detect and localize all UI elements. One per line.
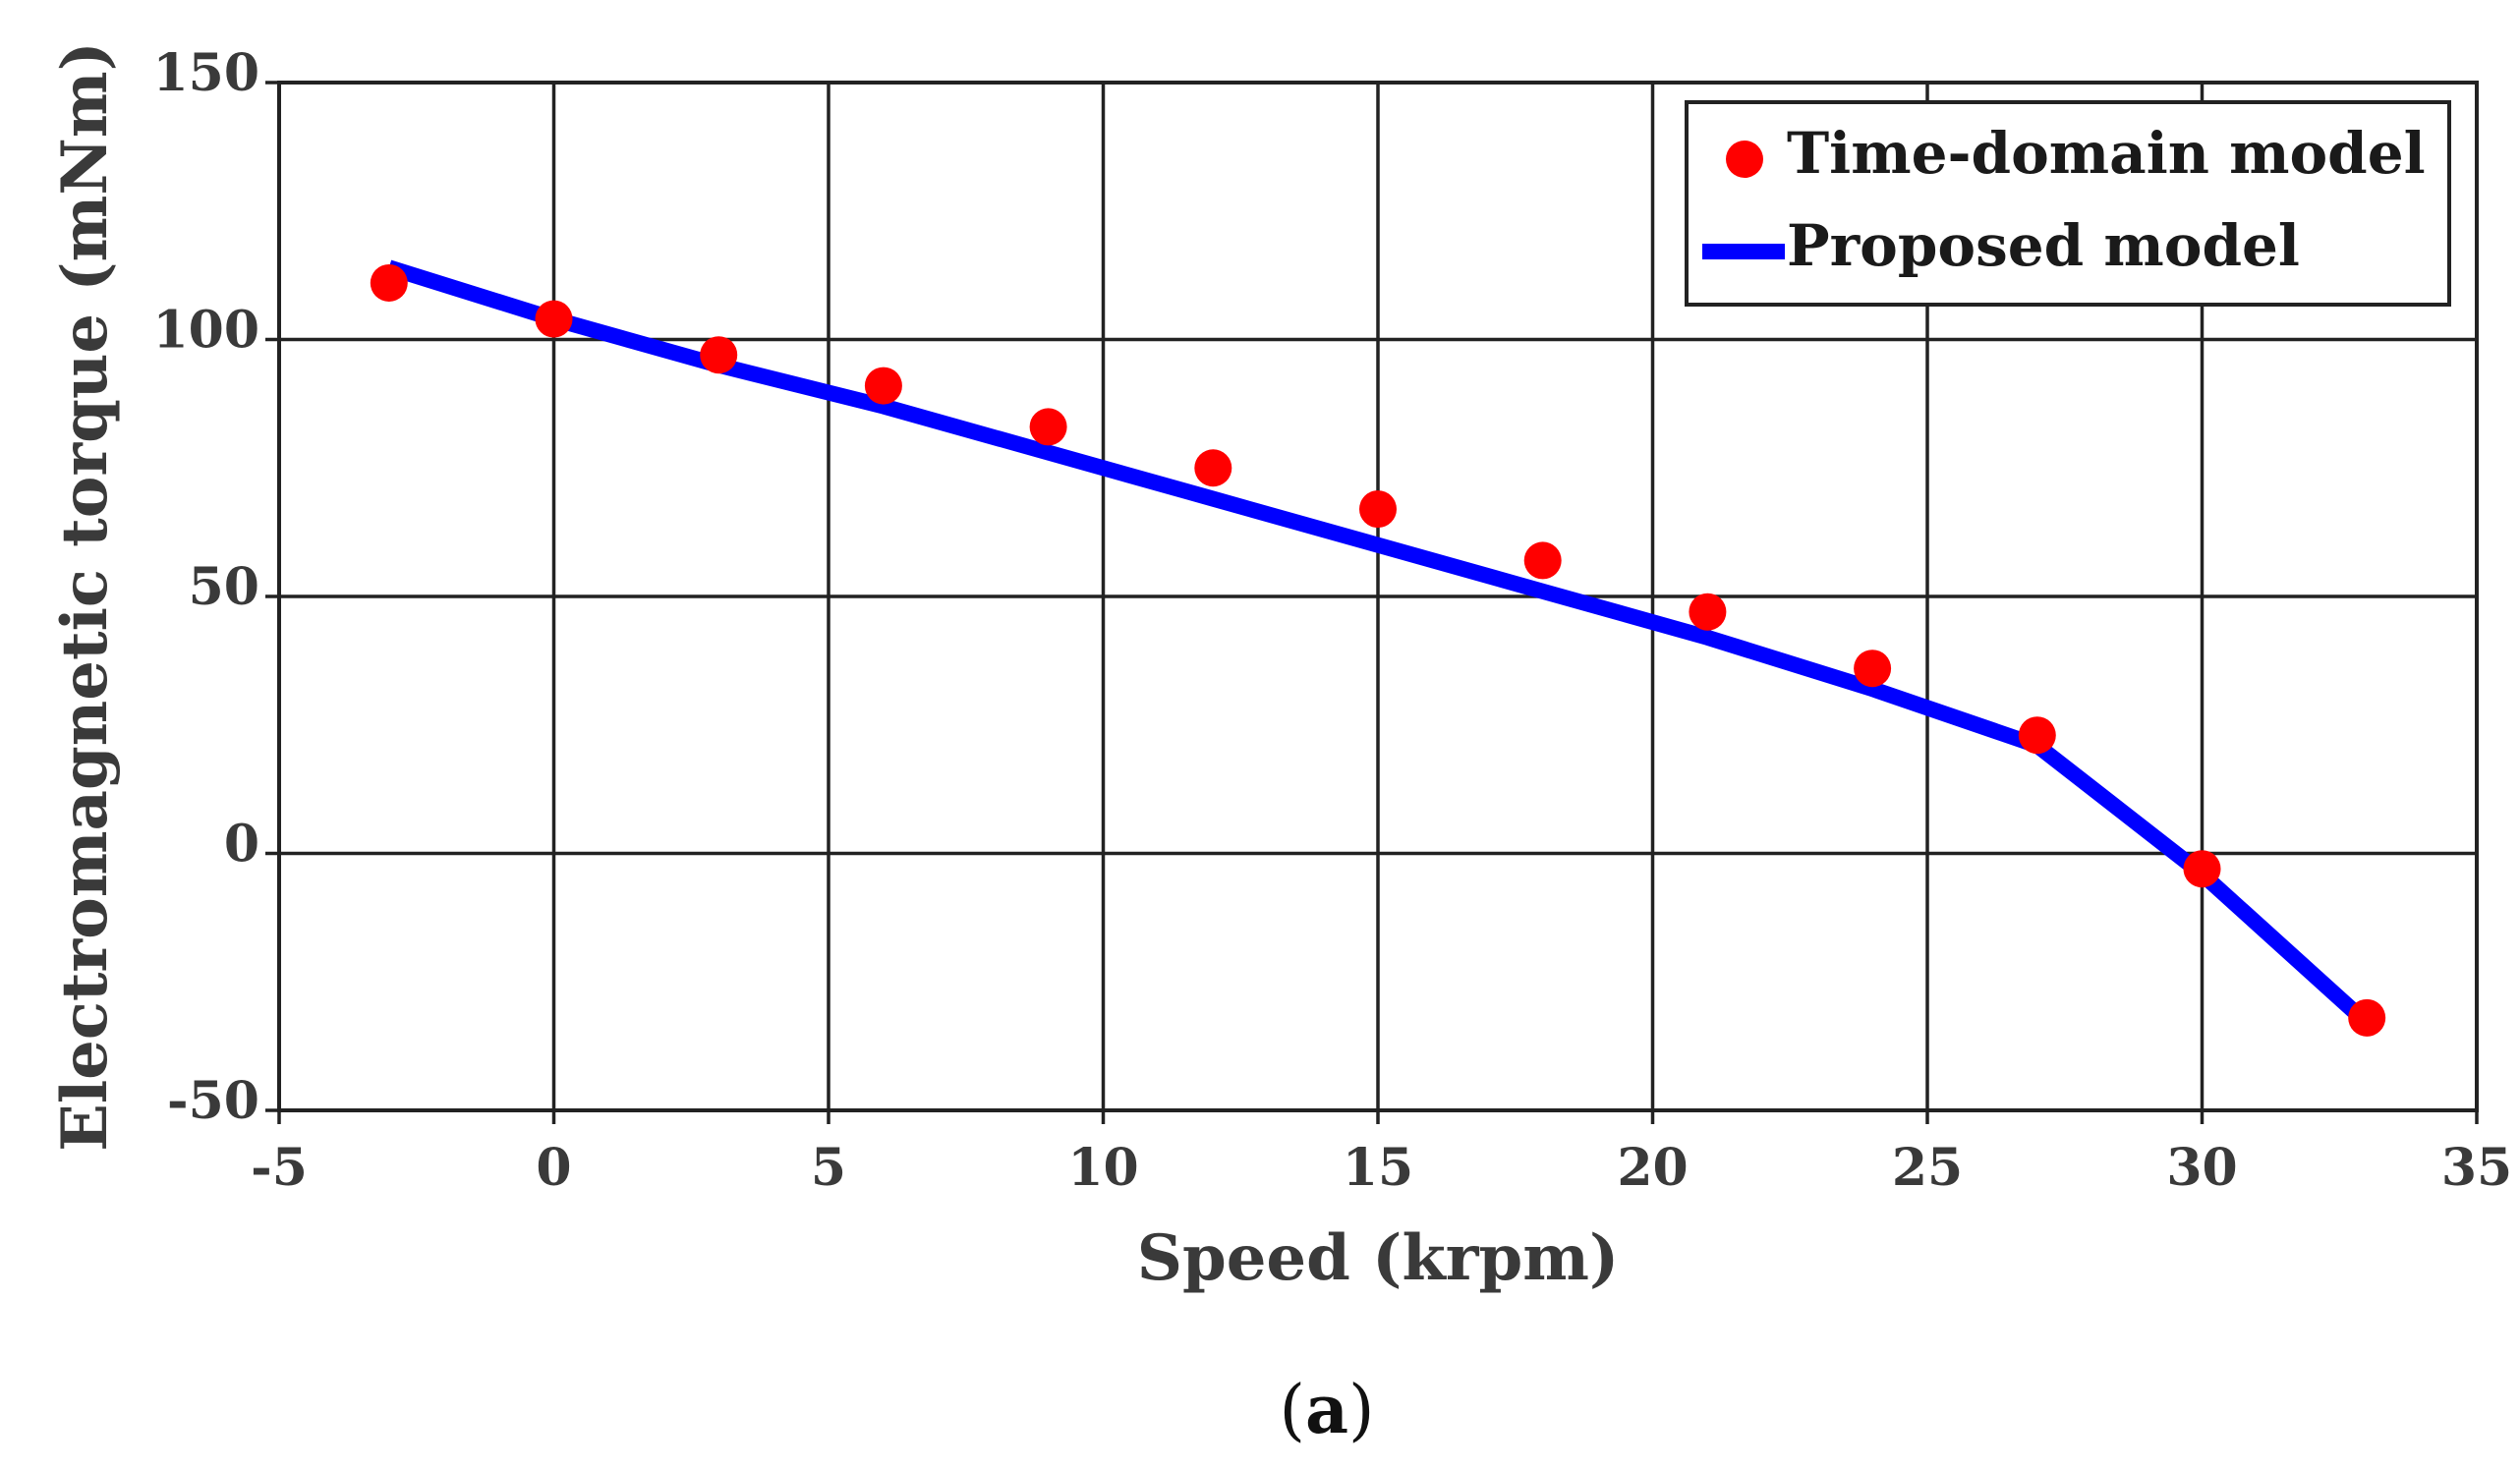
- time-domain-point: [1029, 408, 1067, 446]
- x-tick-label: 0: [536, 1138, 571, 1198]
- caption-close-paren: ): [1348, 1372, 1375, 1449]
- y-tick-label: 0: [224, 815, 259, 875]
- legend-label-proposed: Proposed model: [1787, 212, 2300, 279]
- figure-caption: (a): [1279, 1371, 1374, 1449]
- time-domain-point: [2348, 998, 2386, 1037]
- caption-open-paren: (: [1279, 1372, 1305, 1449]
- x-tick-label: 10: [1067, 1138, 1138, 1198]
- series: [370, 259, 2386, 1037]
- legend: Time-domain model Proposed model: [1685, 100, 2451, 307]
- x-tick-label: -5: [251, 1138, 308, 1198]
- legend-marker-time-domain: [1726, 141, 1763, 178]
- caption-letter: a: [1305, 1371, 1348, 1449]
- time-domain-point: [864, 367, 902, 405]
- time-domain-point: [1854, 650, 1892, 688]
- time-domain-point: [2018, 716, 2056, 755]
- time-domain-point: [370, 263, 408, 302]
- legend-label-time-domain: Time-domain model: [1787, 120, 2426, 187]
- x-tick-label: 30: [2166, 1138, 2237, 1198]
- x-tick-label: 20: [1617, 1138, 1688, 1198]
- time-domain-point: [2183, 850, 2221, 888]
- y-tick-label: -50: [167, 1071, 259, 1131]
- time-domain-point: [1523, 541, 1562, 580]
- y-tick-label: 50: [189, 557, 259, 617]
- x-axis-title: Speed (krpm): [1137, 1221, 1620, 1295]
- y-axis-title: Electromagnetic torque (mNm): [48, 41, 122, 1152]
- plot-frame: [277, 81, 2479, 1112]
- time-domain-point: [1359, 490, 1397, 529]
- y-tick-label: 100: [152, 301, 259, 361]
- legend-box: [1685, 100, 2451, 307]
- x-tick-label: 5: [811, 1138, 846, 1198]
- time-domain-point: [700, 336, 738, 374]
- x-tick-label: 25: [1892, 1138, 1963, 1198]
- time-domain-point: [1689, 593, 1727, 631]
- x-tick-label: 15: [1343, 1138, 1413, 1198]
- time-domain-point: [535, 300, 573, 338]
- y-tick-label: 150: [152, 43, 259, 103]
- x-tick-label: 35: [2441, 1138, 2512, 1198]
- time-domain-point: [1194, 449, 1232, 487]
